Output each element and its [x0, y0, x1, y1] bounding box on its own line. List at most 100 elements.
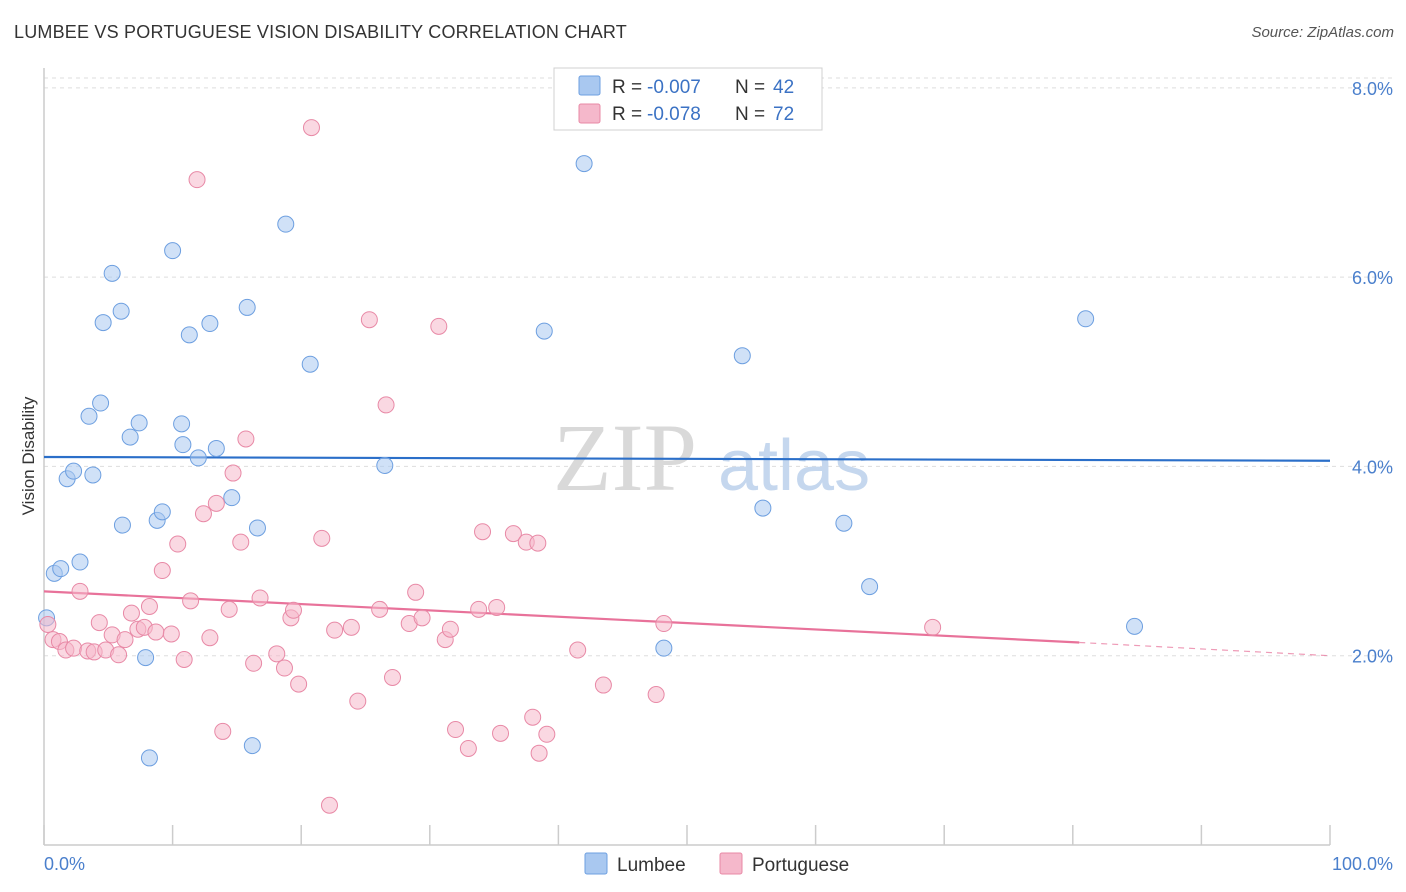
point-lumbee — [301, 355, 319, 373]
y-tick-label: 4.0% — [1352, 457, 1393, 477]
point-portuguese — [459, 739, 477, 757]
y-tick-label: 6.0% — [1352, 268, 1393, 288]
point-portuguese — [237, 430, 255, 448]
point-portuguese — [655, 615, 673, 633]
point-lumbee — [137, 649, 155, 667]
bottom-legend-swatch-lumbee — [584, 852, 608, 875]
point-portuguese — [275, 659, 293, 677]
point-lumbee — [535, 322, 553, 340]
point-portuguese — [90, 614, 108, 632]
point-lumbee — [835, 514, 853, 532]
bottom-legend-swatch-portuguese — [719, 852, 743, 875]
legend-r-label-portuguese: R = — [612, 104, 642, 125]
point-lumbee — [112, 302, 130, 320]
point-lumbee — [238, 298, 256, 316]
point-portuguese — [384, 668, 402, 686]
point-portuguese — [153, 562, 171, 580]
point-portuguese — [251, 589, 269, 607]
point-lumbee — [113, 516, 131, 534]
trend-line-extension-portuguese — [1079, 641, 1331, 657]
series-legend: Lumbee Portuguese — [584, 852, 849, 876]
point-portuguese — [488, 598, 506, 616]
point-portuguese — [220, 600, 238, 618]
x-tick-label-min: 0.0% — [44, 854, 85, 874]
trend-line-lumbee — [43, 455, 1331, 462]
y-tick-label: 2.0% — [1352, 647, 1393, 667]
point-lumbee — [173, 415, 191, 433]
point-portuguese — [504, 525, 522, 543]
gridlines — [44, 77, 1393, 657]
correlation-legend: R = -0.007 N = 42 R = -0.078 N = 72 — [553, 67, 823, 131]
legend-r-label-lumbee: R = — [612, 77, 642, 98]
point-portuguese — [647, 686, 665, 704]
source-label: Source: ZipAtlas.com — [1251, 24, 1394, 41]
point-portuguese — [924, 618, 942, 636]
point-lumbee — [201, 315, 219, 333]
point-portuguese — [232, 533, 250, 551]
point-portuguese — [360, 311, 378, 329]
point-portuguese — [245, 654, 263, 672]
legend-n-value-portuguese: 72 — [773, 104, 794, 125]
y-tick-labels: 2.0% 4.0% 6.0% 8.0% — [1352, 79, 1393, 667]
trend-lines — [43, 455, 1331, 657]
point-lumbee — [376, 456, 394, 474]
point-lumbee — [189, 449, 207, 467]
point-portuguese — [492, 724, 510, 742]
point-portuguese — [529, 534, 547, 552]
point-portuguese — [39, 615, 57, 633]
bottom-legend-label-portuguese: Portuguese — [752, 855, 849, 876]
point-lumbee — [65, 462, 83, 480]
point-lumbee — [655, 639, 673, 657]
trend-line-portuguese — [43, 590, 1080, 644]
point-portuguese — [441, 620, 459, 638]
legend-swatch-lumbee — [578, 75, 601, 96]
point-lumbee — [153, 503, 171, 521]
point-portuguese — [302, 119, 320, 137]
point-portuguese — [447, 721, 465, 739]
point-portuguese — [326, 621, 344, 639]
y-tick-label: 8.0% — [1352, 79, 1393, 99]
point-lumbee — [223, 489, 241, 507]
legend-r-value-lumbee: -0.007 — [647, 77, 701, 98]
point-lumbee — [754, 499, 772, 517]
legend-r-value-portuguese: -0.078 — [647, 104, 701, 125]
point-lumbee — [140, 749, 158, 767]
x-axis-ticks — [43, 825, 1331, 845]
point-portuguese — [474, 523, 492, 541]
bottom-legend-label-lumbee: Lumbee — [617, 855, 686, 876]
legend-n-label-lumbee: N = — [735, 77, 765, 98]
point-lumbee — [277, 215, 295, 233]
point-lumbee — [1077, 310, 1095, 328]
point-portuguese — [320, 796, 338, 814]
point-portuguese — [349, 692, 367, 710]
point-lumbee — [733, 347, 751, 365]
point-portuguese — [201, 629, 219, 647]
point-portuguese — [147, 623, 165, 641]
point-lumbee — [52, 560, 70, 578]
point-lumbee — [94, 314, 112, 332]
point-portuguese — [377, 396, 395, 414]
point-portuguese — [182, 592, 200, 610]
point-portuguese — [110, 646, 128, 664]
point-portuguese — [569, 641, 587, 659]
point-portuguese — [538, 725, 556, 743]
point-portuguese — [207, 494, 225, 512]
point-lumbee — [207, 439, 225, 457]
point-portuguese — [175, 651, 193, 668]
point-portuguese — [224, 464, 242, 482]
point-lumbee — [164, 242, 182, 260]
point-lumbee — [180, 326, 198, 344]
point-lumbee — [92, 394, 110, 412]
point-portuguese — [65, 639, 83, 657]
y-axis-label: Vision Disability — [19, 396, 38, 515]
point-lumbee — [84, 466, 102, 484]
point-portuguese — [116, 631, 134, 649]
point-lumbee — [243, 737, 261, 755]
point-portuguese — [214, 722, 232, 740]
point-portuguese — [430, 317, 448, 335]
point-portuguese — [122, 604, 140, 622]
point-lumbee — [80, 407, 98, 425]
data-points — [38, 119, 1144, 814]
legend-n-label-portuguese: N = — [735, 104, 765, 125]
point-lumbee — [130, 414, 148, 432]
